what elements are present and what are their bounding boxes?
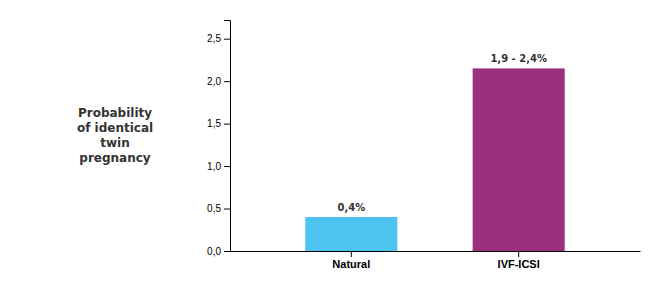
y-tick-label: 0,0 [207, 246, 221, 257]
y-axis-title-line: pregnancy [79, 151, 151, 165]
y-axis-title-line: of identical [77, 121, 153, 135]
bar [305, 217, 397, 251]
y-tick: 2,5 [207, 33, 230, 44]
y-tick-label: 0,5 [207, 203, 221, 214]
y-tick-mark [224, 81, 230, 82]
x-tick-mark [351, 251, 352, 257]
x-axis-line [231, 251, 641, 252]
y-tick: 0,5 [207, 203, 230, 214]
y-tick-mark [224, 39, 230, 40]
y-tick-label: 1,0 [207, 161, 221, 172]
plot-area [305, 68, 564, 251]
data-labels: 0,4% 1,9 - 2,4% [337, 53, 546, 213]
y-tick-label: 1,5 [207, 118, 221, 129]
y-tick-mark [224, 251, 230, 252]
y-axis-title-line: Probability [78, 106, 152, 120]
y-tick-mark [224, 166, 230, 167]
y-tick-mark [224, 124, 230, 125]
x-tick: Natural [332, 251, 370, 270]
y-tick-mark [224, 209, 230, 210]
chart-container: 0,0 0,5 1,0 1,5 2,0 2,5 Natural IVF-ICSI 0,4% 1,9… [0, 0, 670, 285]
data-label: 1,9 - 2,4% [490, 53, 547, 64]
y-tick: 2,0 [207, 76, 230, 87]
y-tick: 0,0 [207, 246, 230, 257]
x-tick-label: IVF-ICSI [498, 258, 540, 270]
y-tick: 1,5 [207, 118, 230, 129]
bar [473, 68, 565, 251]
y-tick: 1,0 [207, 161, 230, 172]
y-axis-title: Probabilityof identicaltwinpregnancy [77, 106, 153, 165]
y-tick-label: 2,5 [207, 33, 221, 44]
data-label: 0,4% [337, 202, 365, 213]
x-tick-label: Natural [332, 258, 370, 270]
y-axis-title-line: twin [100, 136, 129, 150]
x-tick-mark [518, 251, 519, 257]
x-axis: Natural IVF-ICSI [231, 251, 641, 270]
y-axis-line [224, 21, 231, 252]
chart-svg: 0,0 0,5 1,0 1,5 2,0 2,5 Natural IVF-ICSI 0,4% 1,9… [0, 0, 670, 285]
y-tick-label: 2,0 [207, 76, 221, 87]
y-axis: 0,0 0,5 1,0 1,5 2,0 2,5 [207, 21, 230, 257]
x-tick: IVF-ICSI [498, 251, 540, 270]
